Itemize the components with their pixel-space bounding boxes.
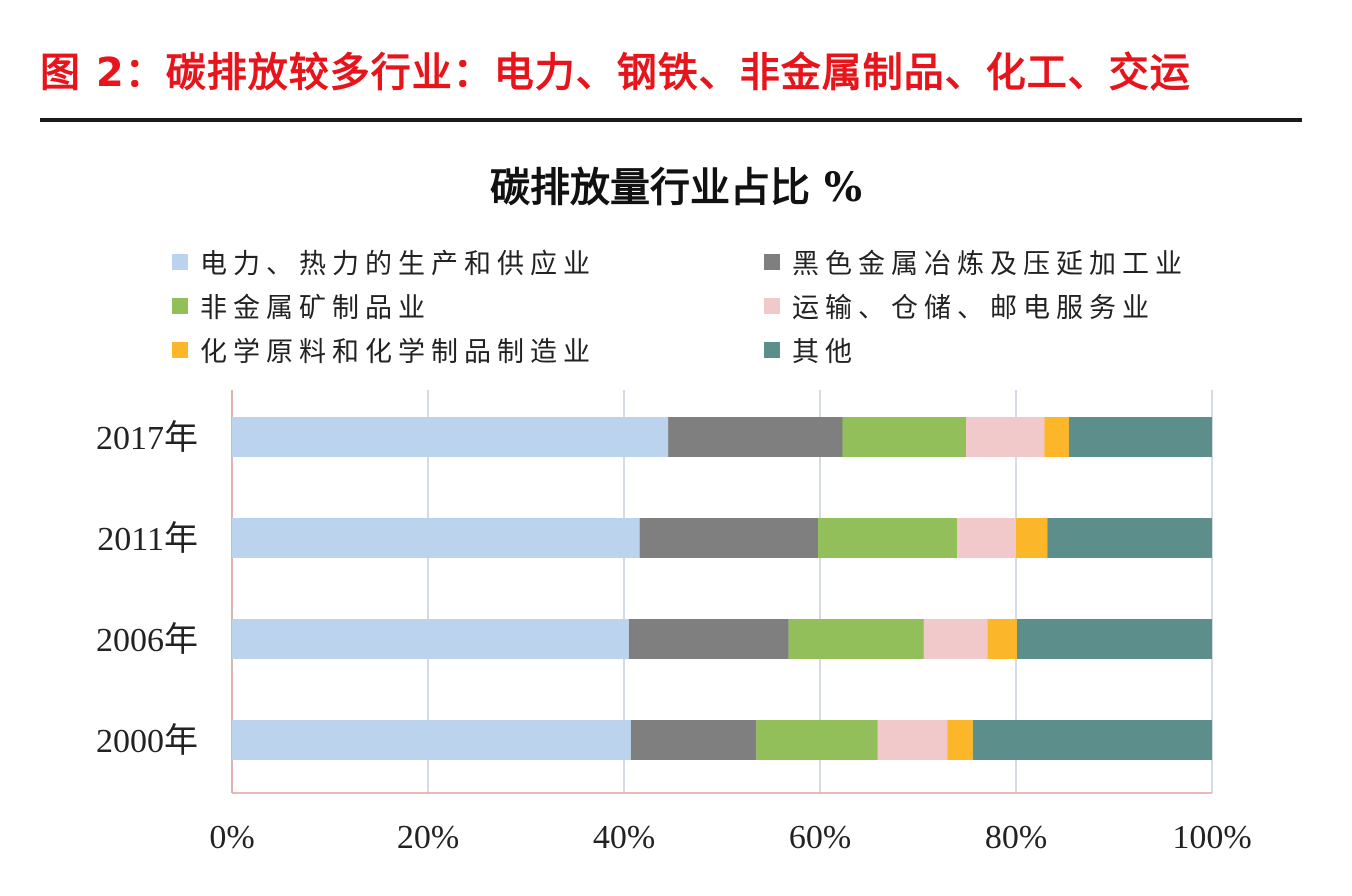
x-tick-label: 60%: [789, 819, 851, 856]
bar-segment: [972, 720, 1212, 760]
bar-segment: [1044, 417, 1069, 457]
x-tick-label: 40%: [593, 819, 655, 856]
bar-segment: [1016, 518, 1048, 558]
legend-label: 其他: [792, 337, 858, 368]
bar-segment: [639, 518, 819, 558]
x-tick-label: 20%: [397, 819, 459, 856]
category-label: 2017年: [96, 419, 198, 457]
legend-label: 电力、热力的生产和供应业: [200, 249, 596, 280]
legend-item-other: 其他: [764, 330, 858, 369]
legend-item-transport: 运输、仓储、邮电服务业: [764, 286, 1155, 325]
bar-segment: [232, 417, 669, 457]
legend-item-steel: 黑色金属冶炼及压延加工业: [764, 242, 1188, 281]
x-tick-label: 0%: [209, 819, 254, 856]
legend-swatch: [764, 341, 780, 358]
bar-segment: [628, 619, 789, 659]
bar-segment: [668, 417, 843, 457]
x-tick-label: 100%: [1172, 819, 1251, 856]
bar-segment: [842, 417, 967, 457]
bar-segment: [788, 619, 924, 659]
bar-segment: [1068, 417, 1212, 457]
bar-segment: [756, 720, 878, 760]
legend-label: 运输、仓储、邮电服务业: [792, 293, 1155, 324]
bar-segment: [877, 720, 948, 760]
category-label: 2011年: [97, 520, 198, 558]
bar-segment: [1016, 619, 1212, 659]
category-label: 2006年: [96, 621, 198, 659]
chart-title: 碳排放量行业占比 %: [490, 164, 862, 211]
bar-segment: [232, 720, 631, 760]
bar-segment: [1047, 518, 1212, 558]
legend-label: 黑色金属冶炼及压延加工业: [792, 249, 1188, 280]
bar-segment: [232, 518, 640, 558]
bar-segment: [947, 720, 973, 760]
bar-segment: [957, 518, 1016, 558]
bar-segment: [630, 720, 757, 760]
legend-item-nonmetal: 非金属矿制品业: [172, 286, 431, 325]
legend-label: 化学原料和化学制品制造业: [200, 337, 596, 368]
figure-title: 图 2：碳排放较多行业：电力、钢铁、非金属制品、化工、交运: [40, 50, 1191, 96]
legend-item-power: 电力、热力的生产和供应业: [172, 242, 596, 281]
bar-segment: [923, 619, 988, 659]
bar-segment: [987, 619, 1017, 659]
legend-swatch: [172, 297, 188, 314]
bar-segment: [818, 518, 958, 558]
legend-swatch: [172, 341, 188, 358]
title-divider: [40, 118, 1302, 122]
bar-segment: [966, 417, 1045, 457]
chart-legend: 电力、热力的生产和供应业 黑色金属冶炼及压延加工业 非金属矿制品业 运输、仓储、…: [172, 240, 1292, 370]
legend-swatch: [764, 253, 780, 270]
category-label: 2000年: [96, 722, 198, 760]
legend-label: 非金属矿制品业: [200, 293, 431, 324]
legend-item-chemical: 化学原料和化学制品制造业: [172, 330, 596, 369]
bar-segment: [232, 619, 629, 659]
legend-swatch: [172, 253, 188, 270]
legend-swatch: [764, 297, 780, 314]
x-tick-label: 80%: [985, 819, 1047, 856]
